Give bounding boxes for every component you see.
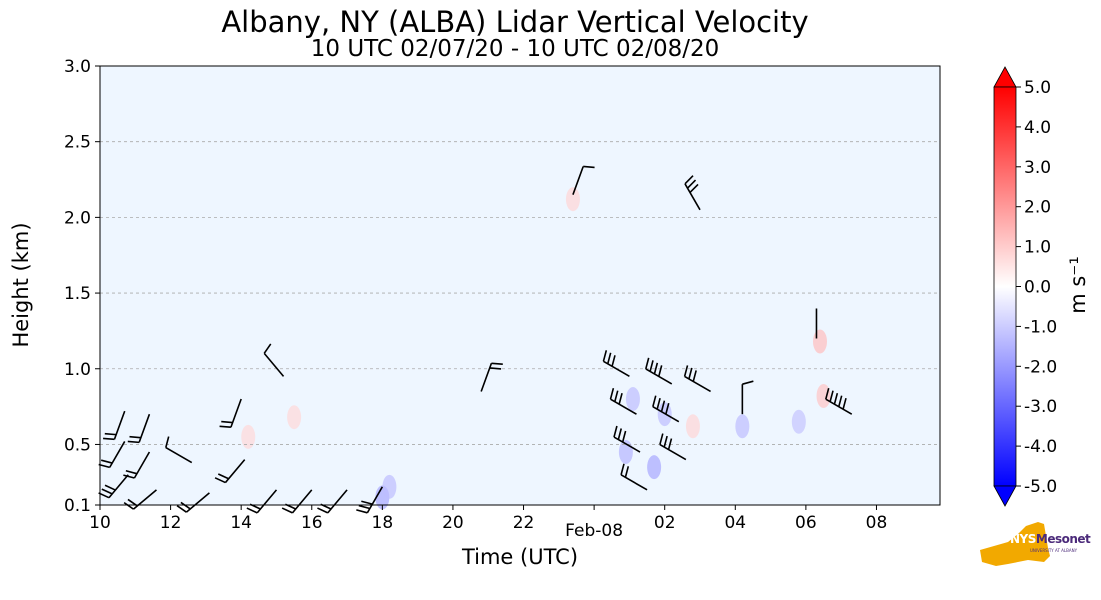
colorbar-tick-label: 1.0 bbox=[1024, 238, 1051, 258]
y-tick-label: 1.5 bbox=[64, 284, 91, 304]
wind-barb bbox=[103, 410, 126, 441]
x-tick-label: 04 bbox=[724, 513, 746, 533]
colorbar-tick-label: -4.0 bbox=[1024, 437, 1057, 457]
wind-barb bbox=[214, 459, 246, 484]
x-tick-label: 12 bbox=[160, 513, 182, 533]
x-axis-label: Time (UTC) bbox=[461, 545, 578, 569]
wind-barb bbox=[127, 413, 151, 444]
x-tick-label: 06 bbox=[795, 513, 817, 533]
velocity-patch bbox=[813, 329, 827, 354]
wind-barb bbox=[176, 492, 210, 513]
logo-subtitle: UNIVERSITY AT ALBANY bbox=[1030, 548, 1078, 553]
y-tick-label: 0.5 bbox=[64, 435, 91, 455]
colorbar-tick-label: -3.0 bbox=[1024, 397, 1057, 417]
x-tick-label: 22 bbox=[513, 513, 535, 533]
logo-word: Mesonet bbox=[1035, 532, 1091, 546]
colorbar-max-arrow bbox=[993, 66, 1017, 88]
y-tick-label: 3.0 bbox=[64, 57, 91, 77]
velocity-patch bbox=[647, 455, 662, 480]
wind-barb bbox=[602, 350, 630, 378]
y-axis-label: Height (km) bbox=[9, 222, 33, 347]
wind-barb bbox=[659, 433, 687, 461]
wind-barb bbox=[98, 474, 129, 499]
x-tick-label: Feb-08 bbox=[565, 521, 623, 541]
y-tick-label: 1.0 bbox=[64, 360, 91, 380]
y-tick-label: 0.1 bbox=[64, 496, 91, 516]
x-tick-label: 10 bbox=[89, 513, 111, 533]
wind-barb bbox=[480, 362, 503, 392]
colorbar-tick-label: 3.0 bbox=[1024, 158, 1051, 178]
new-york-state-icon bbox=[980, 522, 1050, 566]
velocity-patch bbox=[735, 414, 750, 439]
colorbar bbox=[993, 86, 1017, 487]
colorbar-min-arrow bbox=[993, 485, 1017, 507]
colorbar-tick-label: -5.0 bbox=[1024, 477, 1057, 497]
chart-title: Albany, NY (ALBA) Lidar Vertical Velocit… bbox=[221, 5, 809, 39]
wind-barb bbox=[609, 387, 637, 415]
x-tick-label: 16 bbox=[301, 513, 323, 533]
colorbar-tick-label: 5.0 bbox=[1024, 78, 1051, 98]
colorbar-tick-label: 2.0 bbox=[1024, 198, 1051, 218]
velocity-patch bbox=[685, 414, 700, 439]
x-tick-label: 14 bbox=[230, 513, 252, 533]
wind-barb bbox=[98, 441, 126, 469]
velocity-patch bbox=[287, 405, 302, 430]
velocity-patch bbox=[625, 387, 640, 412]
colorbar-tick-label: 0.0 bbox=[1024, 278, 1051, 298]
wind-barb bbox=[645, 357, 673, 385]
colorbar-tick-label: -2.0 bbox=[1024, 357, 1057, 377]
colorbar-label: m s⁻¹ bbox=[1066, 256, 1090, 314]
wind-barb bbox=[219, 398, 242, 429]
velocity-patch bbox=[791, 409, 806, 434]
wind-barb bbox=[356, 486, 384, 514]
velocity-patch bbox=[241, 424, 256, 449]
wind-barb bbox=[620, 463, 648, 491]
x-tick-label: 18 bbox=[372, 513, 394, 533]
wind-barb bbox=[613, 425, 641, 453]
plot-frame bbox=[99, 65, 941, 506]
plot-area bbox=[100, 66, 940, 505]
velocity-patch bbox=[382, 474, 397, 499]
wind-barb bbox=[683, 365, 711, 393]
y-tick-label: 2.0 bbox=[64, 208, 91, 228]
logo-prefix: NYS bbox=[1010, 532, 1036, 546]
colorbar-tick-label: -1.0 bbox=[1024, 317, 1057, 337]
chart-subtitle: 10 UTC 02/07/20 - 10 UTC 02/08/20 bbox=[310, 36, 720, 62]
velocity-patch bbox=[565, 187, 580, 212]
wind-barb bbox=[652, 395, 680, 423]
x-tick-label: 20 bbox=[442, 513, 464, 533]
velocity-patch bbox=[816, 384, 831, 409]
x-tick-label: 02 bbox=[654, 513, 676, 533]
wind-barb bbox=[741, 380, 754, 415]
wind-barb bbox=[684, 175, 701, 211]
wind-barb bbox=[123, 451, 151, 479]
wind-barb bbox=[572, 165, 595, 195]
colorbar-tick-label: 4.0 bbox=[1024, 118, 1051, 138]
y-tick-label: 2.5 bbox=[64, 133, 91, 153]
x-tick-label: 08 bbox=[866, 513, 888, 533]
wind-barb bbox=[165, 436, 193, 464]
wind-barb bbox=[825, 387, 853, 415]
wind-barb bbox=[263, 343, 285, 377]
